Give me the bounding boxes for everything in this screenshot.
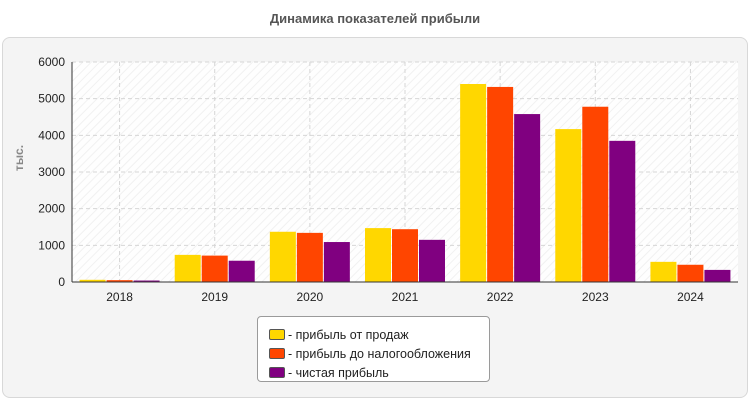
legend-label: - чистая прибыль (288, 365, 389, 380)
bar-2023-s3 (609, 140, 636, 282)
bar-2020-s3 (323, 242, 350, 282)
bar-2020-s2 (296, 232, 323, 282)
x-tick-label: 2019 (201, 290, 228, 304)
y-tick-label: 2000 (38, 202, 65, 216)
bar-2019-s3 (228, 260, 255, 282)
y-tick-label: 4000 (38, 128, 65, 142)
x-tick-label: 2021 (392, 290, 419, 304)
bar-2018-s1 (79, 279, 106, 282)
bar-2022-s3 (514, 114, 541, 282)
bar-2024-s1 (650, 261, 677, 282)
y-tick-label: 5000 (38, 92, 65, 106)
legend-swatch (269, 348, 285, 359)
legend-swatch (269, 329, 285, 340)
legend-label: - прибыль до налогообложения (288, 346, 471, 361)
y-tick-label: 3000 (38, 165, 65, 179)
legend-swatch (269, 367, 285, 378)
y-axis-label: тыс. (12, 145, 26, 171)
bar-2019-s2 (201, 255, 228, 282)
legend-item: - прибыль до налогообложения (269, 344, 489, 363)
bar-2021-s2 (392, 229, 418, 282)
bar-2021-s1 (365, 228, 391, 282)
bar-2022-s2 (487, 86, 514, 282)
y-tick-label: 6000 (38, 55, 65, 69)
x-tick-label: 2024 (677, 290, 704, 304)
bar-2023-s1 (555, 129, 582, 282)
x-tick-label: 2020 (297, 290, 324, 304)
legend-item: - чистая прибыль (269, 363, 489, 382)
chart-title: Динамика показателей прибыли (269, 11, 481, 26)
x-tick-label: 2023 (582, 290, 609, 304)
y-tick-label: 0 (58, 275, 65, 289)
x-tick-label: 2022 (487, 290, 514, 304)
y-tick-label: 1000 (38, 238, 65, 252)
bar-2024-s2 (677, 264, 704, 282)
bar-2019-s1 (174, 254, 201, 282)
bar-2023-s2 (582, 106, 609, 282)
x-tick-label: 2018 (106, 290, 133, 304)
legend-label: - прибыль от продаж (288, 327, 409, 342)
bar-2018-s2 (106, 280, 133, 282)
bar-2024-s3 (704, 269, 731, 282)
bar-2021-s3 (419, 239, 445, 282)
bar-2018-s3 (133, 280, 160, 282)
bar-2022-s1 (460, 84, 487, 282)
bar-2020-s1 (269, 231, 296, 282)
chart-legend: - прибыль от продаж - прибыль до налогооб… (257, 316, 490, 382)
legend-item: - прибыль от продаж (269, 325, 489, 344)
